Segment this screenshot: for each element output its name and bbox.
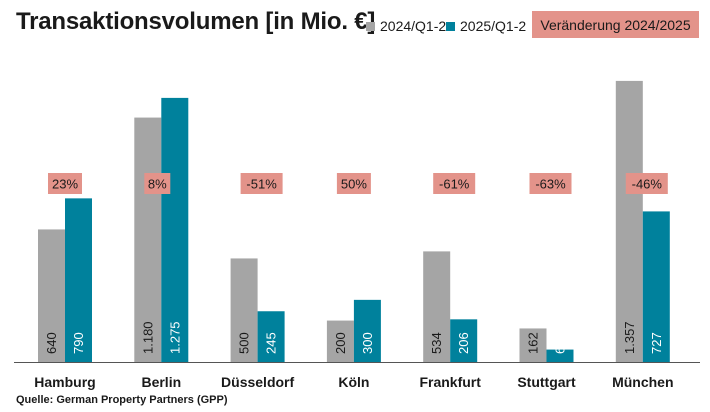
category-label: Frankfurt [419, 374, 481, 390]
change-label: 50% [341, 177, 367, 192]
legend-item-2025: 2025/Q1-2 [446, 18, 526, 34]
bar-2024 [134, 117, 162, 362]
bar-value-label: 200 [333, 332, 348, 354]
bar-value-label: 60 [553, 340, 568, 354]
change-label: -63% [535, 177, 566, 192]
change-box [336, 173, 371, 194]
bar-2024 [519, 328, 547, 362]
bar-2025 [642, 211, 670, 362]
bar-value-label: 1.275 [167, 321, 182, 354]
category-label: Stuttgart [517, 374, 576, 390]
change-box [48, 173, 82, 194]
category-label: München [612, 374, 673, 390]
bar-2024 [615, 80, 643, 363]
bar-2024 [38, 229, 65, 362]
bar-2025 [353, 299, 381, 362]
legend-swatch-2025 [446, 21, 455, 31]
change-label: -61% [439, 177, 470, 192]
change-box [529, 173, 572, 194]
legend-swatch-2024 [366, 21, 375, 31]
bar-value-label: 1.357 [622, 321, 637, 354]
bar-value-label: 727 [649, 332, 664, 354]
bar-2025 [450, 319, 478, 362]
bar-value-label: 245 [264, 332, 279, 354]
legend-label-2024: 2024/Q1-2 [380, 18, 447, 34]
change-box [625, 173, 668, 194]
bar-value-label: 534 [429, 332, 444, 354]
change-label: -46% [632, 177, 663, 192]
bar-2024 [423, 251, 451, 362]
category-label: Düsseldorf [221, 374, 294, 390]
bar-value-label: 206 [456, 332, 471, 354]
change-label: 23% [52, 177, 78, 192]
legend-change-box: Veränderung 2024/2025 [532, 11, 699, 38]
change-label: -51% [246, 177, 277, 192]
bar-value-label: 1.180 [140, 321, 155, 354]
legend-label-2025: 2025/Q1-2 [460, 18, 527, 34]
bar-2024 [326, 320, 354, 362]
change-label: 8% [148, 177, 167, 192]
category-label: Berlin [141, 374, 181, 390]
bar-2024 [230, 258, 258, 362]
bar-value-label: 300 [360, 332, 375, 354]
change-box [433, 173, 476, 194]
change-box [144, 173, 171, 194]
chart-title: Transaktionsvolumen [in Mio. €] [16, 8, 376, 35]
bar-value-label: 162 [526, 332, 541, 354]
bar-value-label: 500 [237, 332, 252, 354]
change-box [240, 173, 283, 194]
bar-2025 [546, 349, 574, 362]
bar-2025 [65, 198, 92, 362]
category-label: Hamburg [34, 374, 95, 390]
source-note: Quelle: German Property Partners (GPP) [16, 394, 228, 406]
bar-2025 [161, 97, 189, 363]
bar-value-label: 640 [44, 332, 59, 354]
bar-value-label: 790 [71, 332, 86, 354]
legend-item-2024: 2024/Q1-2 [366, 18, 446, 34]
bar-2025 [257, 311, 285, 362]
category-label: Köln [338, 374, 369, 390]
